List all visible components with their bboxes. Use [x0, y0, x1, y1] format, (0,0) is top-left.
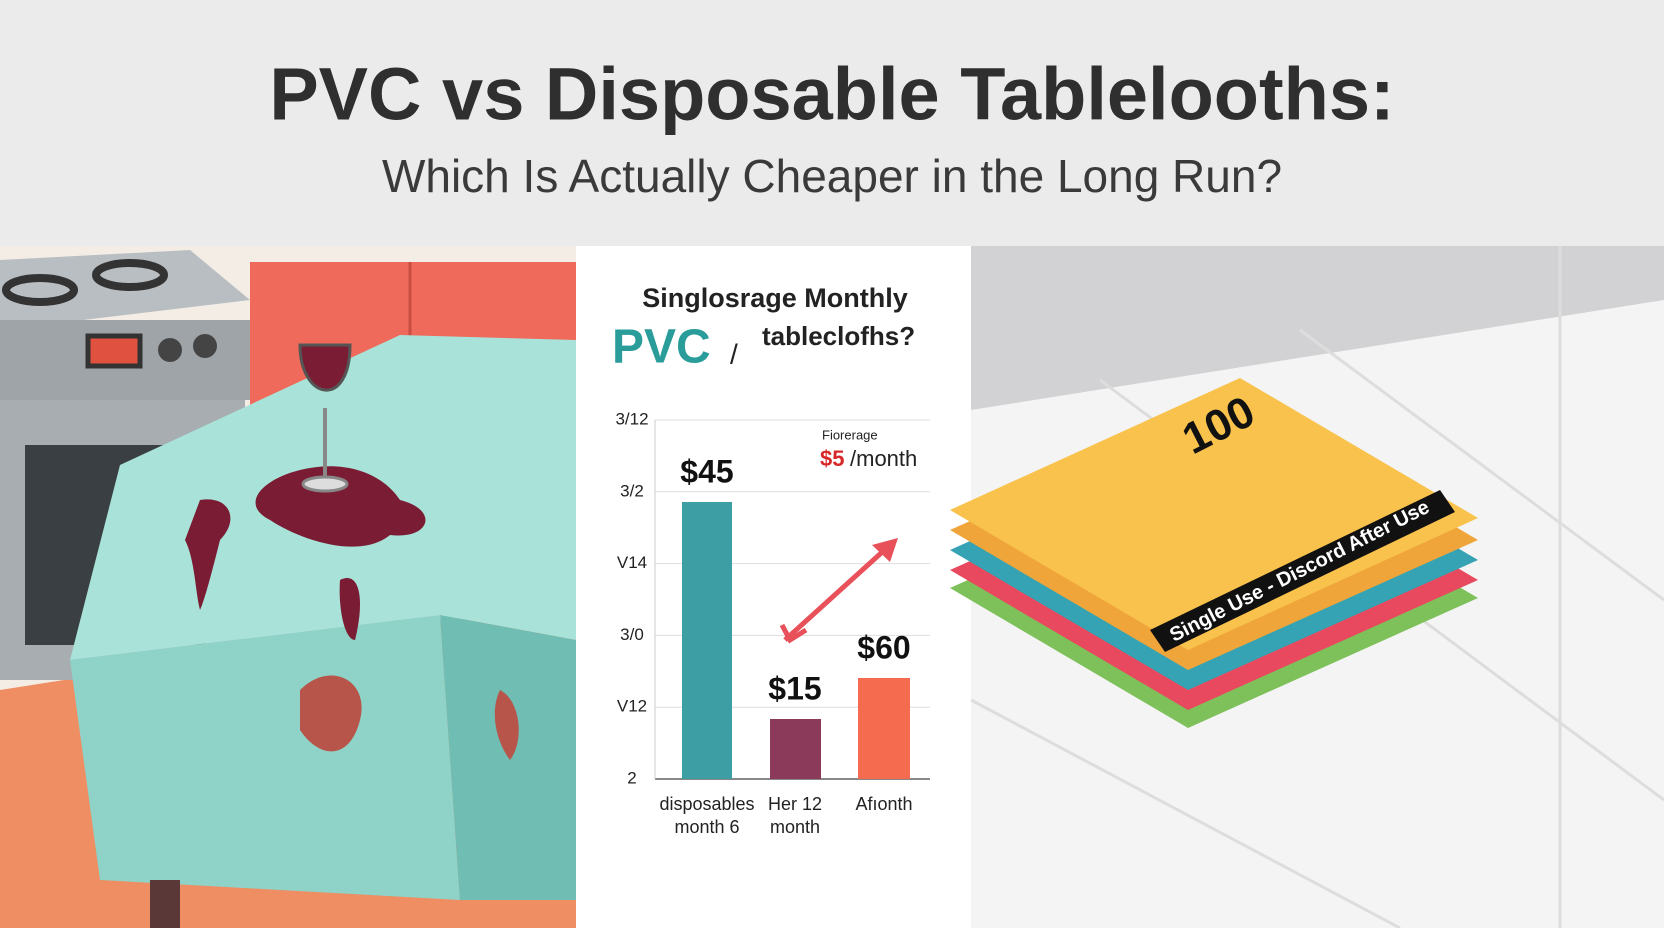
back-wall [971, 246, 1664, 410]
knob [158, 338, 182, 362]
tile-line [1299, 328, 1664, 602]
category-label: month 6 [674, 817, 739, 837]
napkin-illustration: Single Use - Discord After Use 100 [950, 246, 1664, 928]
category-label: disposables [659, 794, 754, 814]
subtitle: Which Is Actually Cheaper in the Long Ru… [382, 150, 1282, 202]
chart-subtitle: tableclofhs? [762, 321, 915, 351]
axis-label: V12 [617, 697, 647, 716]
arrow-head [872, 538, 898, 562]
axis-label: 2 [627, 768, 636, 787]
bar-label: $60 [857, 629, 910, 665]
axis-label: 3/12 [615, 409, 648, 428]
chart-title: Singlosrage Monthly [642, 283, 908, 313]
tile-line [970, 698, 1401, 928]
kitchen-illustration [0, 246, 576, 928]
header-bg [0, 0, 1664, 246]
chart-bg [576, 246, 971, 928]
category-label: Afıonth [855, 794, 912, 814]
stain [300, 675, 362, 752]
axis-label: 3/0 [620, 625, 644, 644]
stain [494, 690, 519, 760]
tablecloth-drape [70, 615, 460, 900]
annotation-note: Fiorerage [822, 427, 878, 442]
tablecloth-side [440, 615, 576, 900]
axis-label: V14 [617, 553, 647, 572]
bar-label: $15 [768, 670, 821, 706]
category-label: Her 12 [768, 794, 822, 814]
title: PVC vs Disposable Tablelooths: [269, 53, 1394, 136]
bar-label: $45 [680, 453, 733, 489]
burner [2, 274, 78, 306]
layer-top [950, 378, 1478, 650]
label-band [1150, 490, 1455, 652]
axis-label: 3/2 [620, 481, 644, 500]
wine-drip [185, 499, 231, 610]
pvc-label: PVC [612, 321, 711, 374]
glass-base [301, 475, 349, 493]
burner [92, 259, 168, 291]
chart-panel: Singlosrage Monthly PVC / tableclofhs? 3… [576, 246, 971, 928]
wine-drip [339, 578, 360, 640]
annotation-price: $5 [820, 446, 844, 471]
table-leg [150, 880, 180, 928]
bar [858, 678, 910, 779]
arrow-tail [779, 623, 808, 644]
knob [193, 334, 217, 358]
trend-arrow [783, 543, 892, 642]
slash: / [730, 338, 738, 369]
annotation-unit: /month [850, 446, 917, 471]
category-label: month [770, 817, 820, 837]
bar [770, 719, 821, 779]
wine-glass [298, 343, 352, 392]
display [85, 333, 143, 369]
bar-labels: $45 disposables month 6 $15 Her 12 month $60 Af… [659, 453, 912, 836]
wine-stain [255, 466, 426, 547]
bar [682, 502, 732, 779]
